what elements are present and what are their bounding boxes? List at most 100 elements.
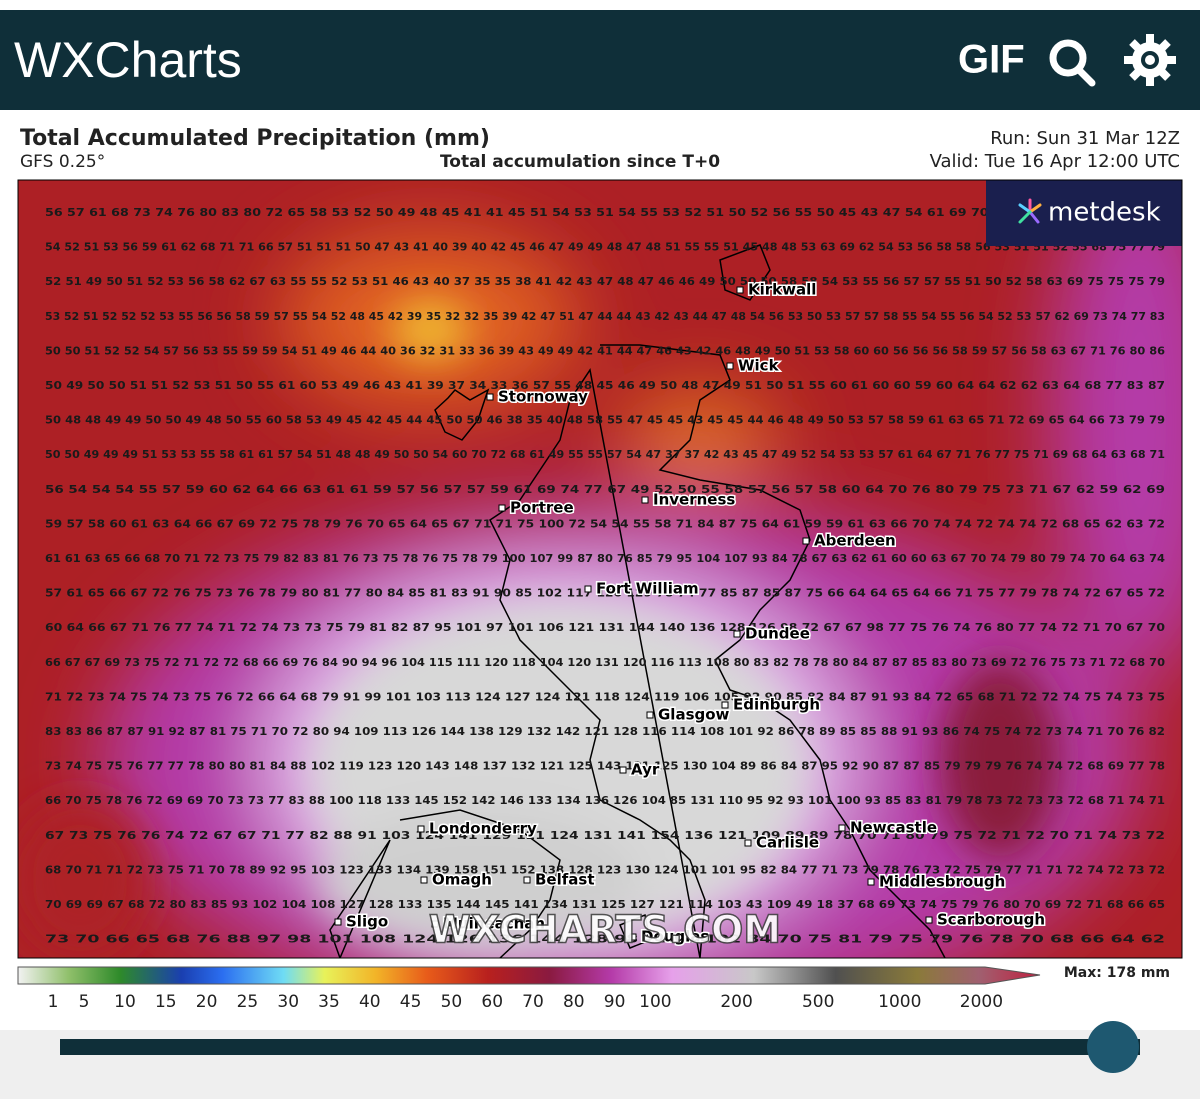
grid-row: 59 57 58 60 61 63 64 66 67 69 72 75 78 7… <box>45 517 1165 530</box>
grid-row: 50 50 51 52 52 54 57 56 53 55 59 59 54 5… <box>45 344 1165 357</box>
grid-row: 53 52 51 52 52 52 53 55 56 56 58 59 57 5… <box>45 310 1165 323</box>
header-bar <box>0 10 1200 110</box>
grid-row: 50 50 49 49 49 51 53 53 55 58 61 61 57 5… <box>45 448 1165 461</box>
cities: Kirkwall Wick Stornoway Inverness Portree Abe… <box>334 279 1047 947</box>
city-marker <box>867 878 875 886</box>
run: Run: Sun 31 Mar 12Z <box>990 128 1180 149</box>
city-marker <box>486 393 494 401</box>
grid-row: 50 49 50 50 51 51 52 53 51 50 55 61 60 5… <box>45 379 1165 392</box>
city-label: Middlesbrough <box>879 873 1005 891</box>
valid: Valid: Tue 16 Apr 12:00 UTC <box>930 151 1180 172</box>
city-label: Sligo <box>346 913 388 931</box>
grid-row: 56 57 61 68 73 74 76 80 83 80 72 65 58 5… <box>45 206 1165 219</box>
scale-label: 40 <box>359 992 381 1012</box>
city-label: Newcastle <box>850 819 937 837</box>
city-marker <box>584 585 592 593</box>
brand: metdesk <box>1048 198 1161 228</box>
scale-label: 60 <box>481 992 503 1012</box>
city-label: Fort William <box>596 580 699 598</box>
grid-row: 73 74 75 75 76 77 77 78 80 80 81 84 88 1… <box>45 760 1165 773</box>
grid-row: 70 69 69 67 68 72 80 83 85 93 102 104 10… <box>45 898 1165 911</box>
watermark: WXCHARTS.COM <box>429 908 781 952</box>
scale-label: 45 <box>400 992 422 1012</box>
city-marker <box>629 933 637 941</box>
map: 56 57 61 68 73 74 76 80 83 80 72 65 58 5… <box>18 180 1182 958</box>
city-marker <box>726 362 734 370</box>
scale-label: 35 <box>318 992 340 1012</box>
brand-logo <box>1018 198 1042 224</box>
city-marker <box>646 711 654 719</box>
scale-label: 20 <box>196 992 218 1012</box>
city-marker <box>498 504 506 512</box>
model: GFS 0.25° <box>20 152 105 172</box>
city-marker <box>802 537 810 545</box>
grid-row: 68 70 71 71 72 73 75 71 70 78 89 92 95 1… <box>45 863 1165 876</box>
city-label: Carlisle <box>756 834 819 852</box>
scale-label: 70 <box>522 992 544 1012</box>
city-label: Wick <box>738 357 780 375</box>
scale-labels: 1 5 10 15 20 25 30 35 40 45 50 60 70 80 90 100 200 500 100… <box>48 992 1003 1012</box>
city-label: Kirkwall <box>748 281 816 299</box>
scale-label: 1 <box>48 992 59 1012</box>
max-label: Max: 178 mm <box>1064 965 1170 981</box>
grid-row: 71 72 73 74 75 74 73 75 76 72 66 64 68 7… <box>45 690 1165 703</box>
city-label: Edinburgh <box>733 696 820 714</box>
city-marker <box>420 876 428 884</box>
brand-box <box>986 180 1182 246</box>
search-icon[interactable] <box>1049 39 1096 87</box>
grid-row: 50 48 48 49 49 50 50 49 48 50 55 60 58 5… <box>45 414 1165 427</box>
city-marker <box>431 920 439 928</box>
scale-label: 500 <box>802 992 834 1012</box>
city-marker <box>736 286 744 294</box>
slider-knob[interactable] <box>1087 1021 1139 1073</box>
scale-label: 25 <box>237 992 259 1012</box>
scale-label: 90 <box>604 992 626 1012</box>
map-title: Total Accumulated Precipitation (mm) <box>20 126 490 151</box>
city-marker <box>641 496 649 504</box>
scale-label: 200 <box>720 992 752 1012</box>
city-marker <box>417 825 425 833</box>
color-bar <box>17 966 1041 985</box>
city-marker <box>334 918 342 926</box>
value-grid: 56 57 61 68 73 74 76 80 83 80 72 65 58 5… <box>45 206 1165 946</box>
coastline <box>329 244 946 958</box>
subtitle: Total accumulation since T+0 <box>440 152 720 172</box>
scale-label: 80 <box>563 992 585 1012</box>
scale-label: 100 <box>639 992 671 1012</box>
city-label: Inverness <box>653 491 735 509</box>
logo[interactable]: WXCharts <box>14 32 242 88</box>
city-marker <box>925 916 933 924</box>
grid-row: 60 64 66 67 71 76 77 74 71 72 74 73 73 7… <box>45 621 1165 634</box>
scale-label: 5 <box>79 992 90 1012</box>
city-label: Scarborough <box>937 911 1045 929</box>
grid-row: 57 61 65 66 67 72 76 75 73 76 78 79 80 8… <box>45 587 1165 600</box>
city-label: Douglas <box>641 928 709 946</box>
scale-label: 2000 <box>960 992 1003 1012</box>
top-strip <box>0 0 1200 10</box>
city-marker <box>744 839 752 847</box>
city-label: Stornoway <box>498 388 588 406</box>
settings-icon[interactable] <box>1124 34 1176 86</box>
gif-button[interactable]: GIF <box>958 38 1025 82</box>
scale-label: 30 <box>277 992 299 1012</box>
slider-track[interactable] <box>60 1039 1140 1055</box>
city-marker <box>838 824 846 832</box>
grid-row: 66 70 75 78 76 72 69 69 70 73 73 77 83 8… <box>45 794 1165 807</box>
city-label: Portree <box>510 499 574 517</box>
city-label: Muineachan <box>443 915 545 933</box>
grid-row: 66 67 67 69 73 75 72 71 72 72 68 66 69 7… <box>45 656 1165 669</box>
grid-row: 52 51 49 50 51 52 53 56 58 62 67 63 55 5… <box>45 275 1165 288</box>
city-label: Belfast <box>535 871 595 889</box>
grid-row: 73 70 66 65 68 76 88 97 98 101 108 124 1… <box>45 933 1165 946</box>
grid-row: 56 54 54 54 55 57 59 60 62 64 66 63 61 6… <box>45 483 1165 496</box>
scale-label: 50 <box>441 992 463 1012</box>
grid-row: 83 83 86 87 87 91 92 87 81 75 71 70 72 8… <box>45 725 1165 738</box>
city-label: Londonderry <box>429 820 537 838</box>
scale-label: 1000 <box>878 992 921 1012</box>
grid-row: 61 61 63 65 66 68 70 71 72 73 75 79 82 8… <box>45 552 1165 565</box>
grid-row: 67 73 75 76 76 74 72 67 67 71 77 82 88 9… <box>45 829 1165 842</box>
city-label: Glasgow <box>658 706 730 724</box>
city-label: Omagh <box>432 871 492 889</box>
